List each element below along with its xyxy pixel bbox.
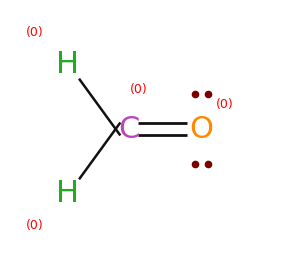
Text: (0): (0) <box>26 26 44 39</box>
Text: H: H <box>56 50 79 79</box>
Text: C: C <box>119 115 140 143</box>
Text: (0): (0) <box>26 219 44 232</box>
Text: (0): (0) <box>130 83 147 95</box>
Text: (0): (0) <box>216 98 234 111</box>
Text: H: H <box>56 179 79 208</box>
Text: O: O <box>190 115 214 143</box>
